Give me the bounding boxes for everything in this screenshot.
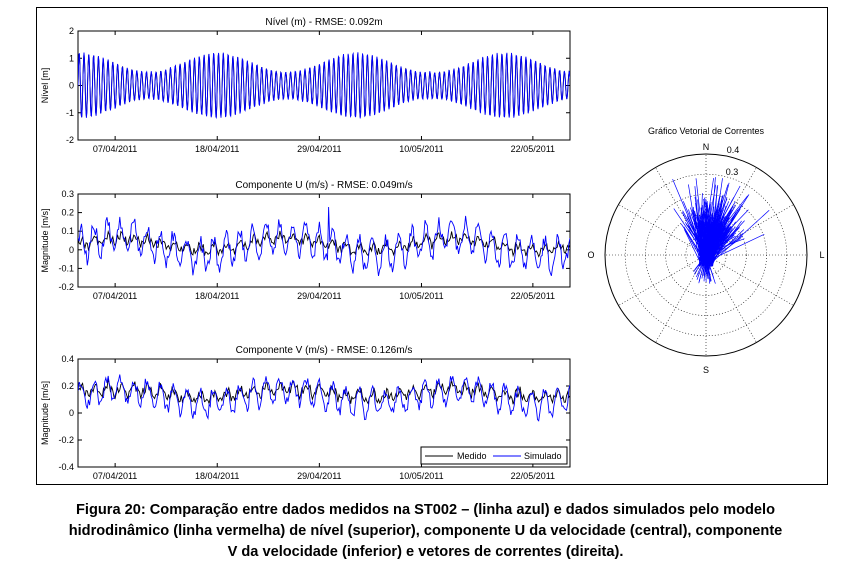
- y-tick-label: 0.2: [61, 381, 74, 391]
- series-line-medido: [78, 229, 570, 258]
- direction-label-south: S: [703, 365, 709, 375]
- y-tick-label: 1: [69, 53, 74, 63]
- x-tick-label: 29/04/2011: [297, 144, 341, 154]
- y-tick-label: 2: [69, 26, 74, 36]
- x-tick-label: 22/05/2011: [511, 471, 555, 481]
- y-axis-label: Nível [m]: [40, 68, 50, 104]
- direction-label-west: O: [587, 250, 594, 260]
- current-vector: [705, 254, 711, 282]
- chart-title: Componente V (m/s) - RMSE: 0.126m/s: [236, 345, 413, 356]
- y-tick-label: -0.2: [58, 282, 74, 292]
- series-line-simulado: [78, 51, 570, 119]
- chart-title: Nível (m) - RMSE: 0.092m: [265, 17, 382, 28]
- chart-figure: Nível (m) - RMSE: 0.092m 2 1 0 -1 -2 07/04/201…: [40, 17, 825, 481]
- current-vector: [702, 226, 739, 263]
- x-tick-label: 29/04/2011: [297, 291, 341, 301]
- current-vector: [703, 217, 722, 259]
- x-tick-label: 07/04/2011: [93, 291, 137, 301]
- current-vector: [703, 213, 720, 261]
- y-axis-label: Magnitude [m/s]: [40, 208, 50, 272]
- x-tick-label: 29/04/2011: [297, 471, 341, 481]
- current-vector: [712, 220, 742, 262]
- series-line-simulado: [78, 374, 570, 422]
- y-tick-label: -0.4: [58, 462, 74, 472]
- current-vector: [711, 227, 732, 264]
- x-tick-label: 18/04/2011: [195, 144, 239, 154]
- caption-line: V da velocidade (inferior) e vetores de …: [227, 544, 624, 560]
- legend-label: Medido: [457, 451, 487, 461]
- x-tick-label: 07/04/2011: [93, 471, 137, 481]
- x-tick-label: 22/05/2011: [511, 291, 555, 301]
- current-vector: [710, 210, 732, 256]
- current-vector: [695, 222, 703, 255]
- current-vector: [692, 221, 700, 261]
- x-tick-label: 18/04/2011: [195, 291, 239, 301]
- current-vector: [711, 238, 741, 260]
- current-vector: [699, 215, 706, 265]
- x-tick-label: 18/04/2011: [195, 471, 239, 481]
- radial-label: 0.3: [726, 167, 739, 177]
- y-tick-label: -2: [66, 135, 74, 145]
- polar-spoke: [618, 254, 707, 306]
- polar-spoke: [705, 204, 794, 256]
- current-vector: [696, 254, 707, 280]
- y-tick-label: 0: [69, 245, 74, 255]
- polar-spoke: [705, 254, 757, 343]
- polar-ring: [665, 214, 747, 296]
- radial-label: 0.4: [727, 145, 740, 155]
- current-vector: [708, 226, 721, 255]
- current-vector: [705, 254, 716, 284]
- polar-ring: [685, 234, 727, 276]
- direction-label-north: N: [703, 142, 710, 152]
- current-vector: [711, 226, 726, 256]
- polar-vectors: [672, 177, 770, 284]
- polar-spoke: [705, 254, 794, 306]
- caption-line: Figura 20: Comparação entre dados medido…: [75, 502, 776, 518]
- current-vector: [700, 207, 706, 265]
- polar-ring: [624, 173, 788, 337]
- current-vector: [699, 254, 707, 266]
- current-vector: [702, 254, 707, 270]
- x-tick-label: 07/04/2011: [93, 144, 137, 154]
- y-tick-label: 0.3: [61, 189, 74, 199]
- legend-label: Simulado: [524, 451, 562, 461]
- plot-area-2: [77, 193, 571, 288]
- polar-spoke: [655, 254, 707, 343]
- y-tick-label: 0.2: [61, 208, 74, 218]
- y-tick-label: 0.4: [61, 354, 74, 364]
- y-tick-label: 0.1: [61, 226, 74, 236]
- x-tick-label: 10/05/2011: [399, 144, 443, 154]
- series-line-simulado: [78, 206, 570, 276]
- y-tick-label: 0: [69, 81, 74, 91]
- x-tick-label: 10/05/2011: [399, 291, 443, 301]
- x-tick-label: 22/05/2011: [511, 144, 555, 154]
- y-tick-label: -1: [66, 108, 74, 118]
- figure-caption: Figura 20: Comparação entre dados medido…: [20, 500, 831, 563]
- current-vector: [712, 225, 714, 262]
- polar-title: Gráfico Vetorial de Correntes: [648, 126, 765, 136]
- y-tick-label: -0.1: [58, 263, 74, 273]
- current-vector: [683, 229, 702, 265]
- y-tick-label: -0.2: [58, 435, 74, 445]
- caption-line: hidrodinâmico (linha vermelha) de nível …: [68, 523, 783, 539]
- direction-label-east: L: [819, 250, 824, 260]
- polar-spoke: [705, 167, 757, 256]
- y-tick-label: 0: [69, 408, 74, 418]
- x-tick-label: 10/05/2011: [399, 471, 443, 481]
- chart-title: Componente U (m/s) - RMSE: 0.049m/s: [235, 180, 412, 191]
- y-axis-label: Magnitude [m/s]: [40, 381, 50, 445]
- current-vector: [708, 228, 722, 256]
- current-vector: [688, 184, 701, 261]
- polar-spoke: [655, 167, 707, 256]
- polar-spoke: [618, 204, 707, 256]
